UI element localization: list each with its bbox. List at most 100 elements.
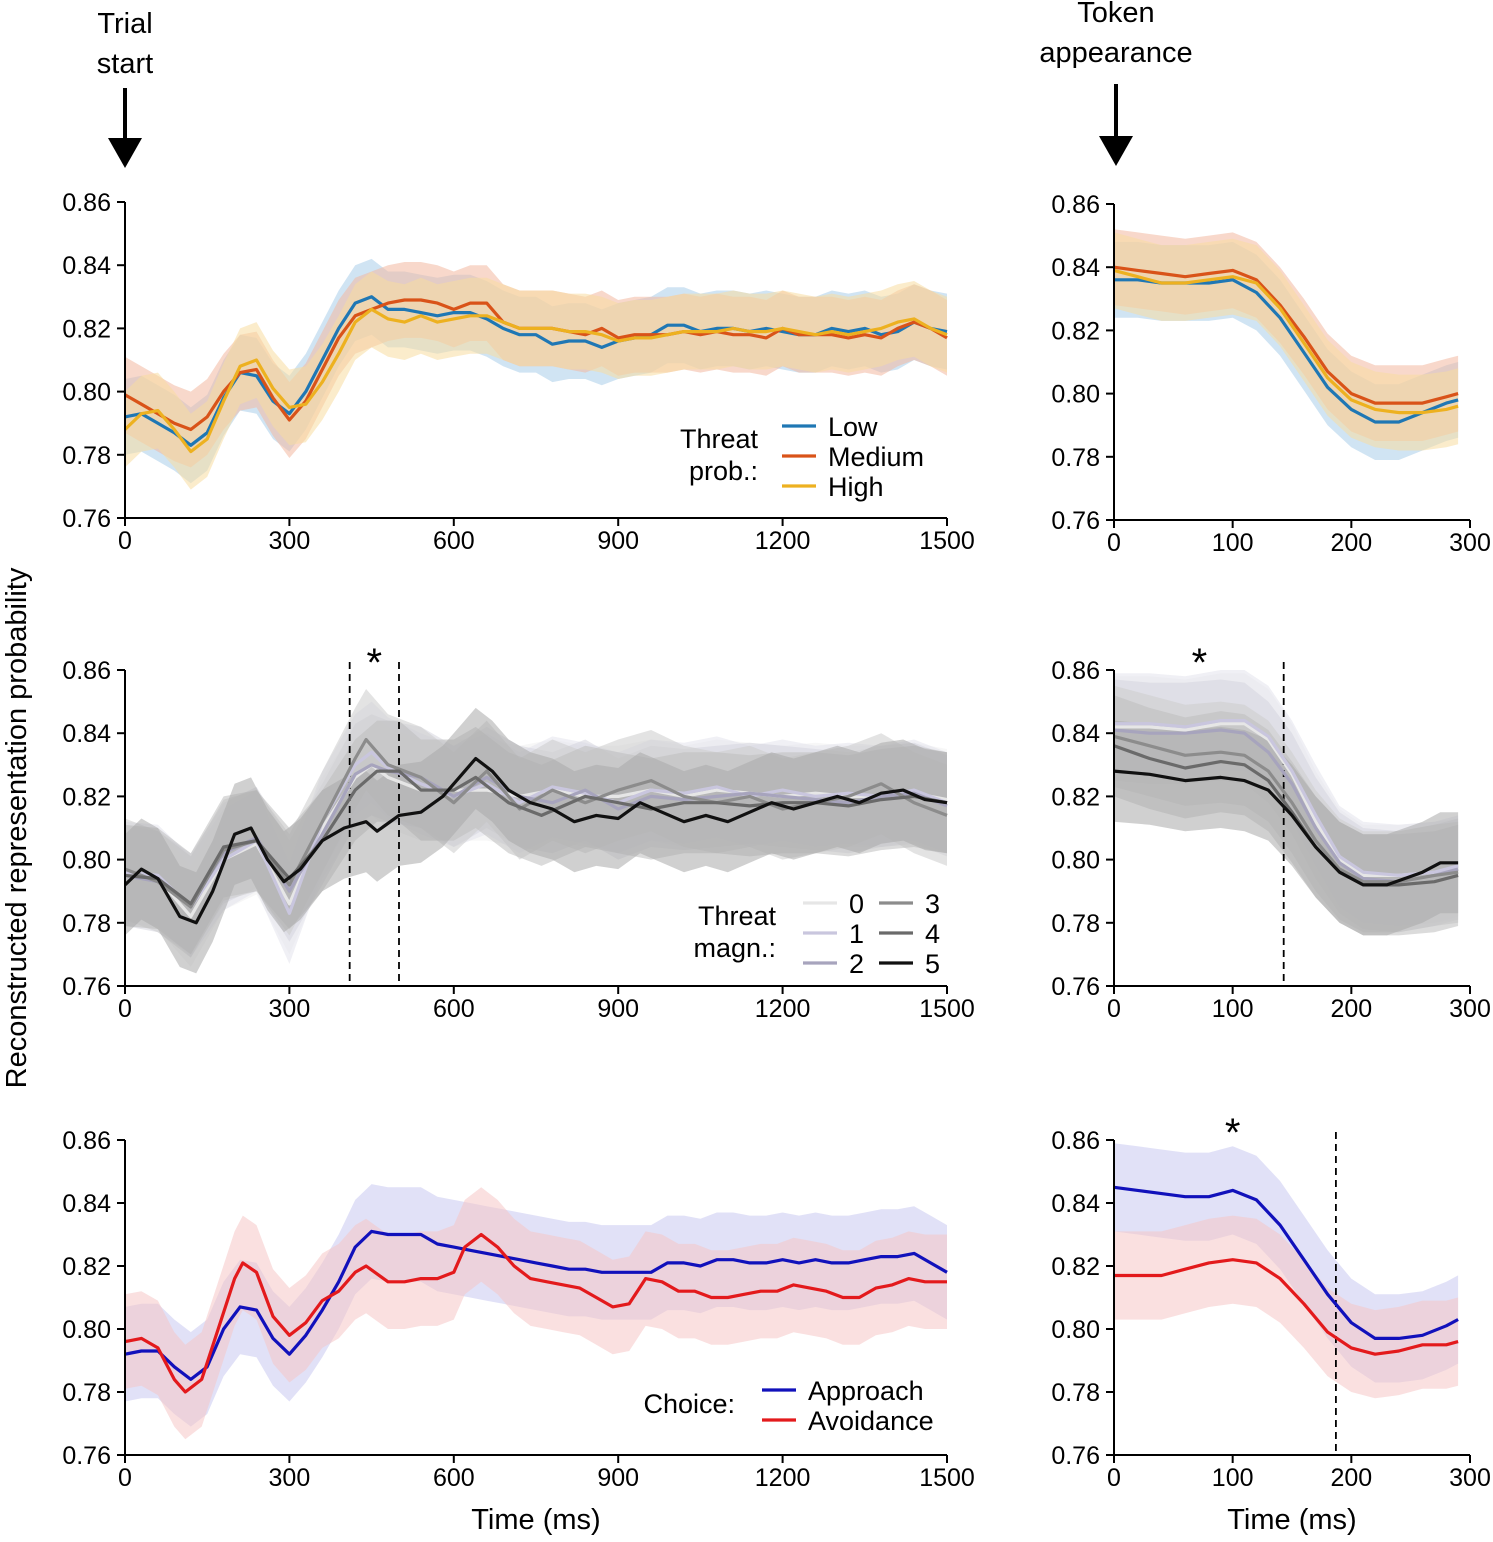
y-tick-label: 0.76 [1051,507,1100,535]
y-tick-label: 0.80 [1051,1316,1100,1344]
y-tick-label: 0.76 [62,505,111,533]
trial-start-annotation: Trial start [97,8,153,168]
x-tick-label: 1500 [919,995,975,1023]
x-tick-label: 0 [118,527,132,555]
x-tick-label: 900 [597,995,639,1023]
trial-start-label-line2: start [97,48,153,80]
y-tick-label: 0.80 [62,1316,111,1344]
legend-title: Choice: [643,1389,735,1419]
y-tick-label: 0.82 [62,1253,111,1281]
y-tick-label: 0.80 [1051,381,1100,409]
y-tick-label: 0.82 [1051,783,1100,811]
panel-choice-trial: 0.76 0.78 0.80 0.82 0.84 0.86 0 300 600 900 1200 15… [62,1127,974,1536]
y-tick-label: 0.80 [1051,847,1100,875]
x-tick-label: 1500 [919,527,975,555]
ci-band-avoidance [1114,1215,1459,1399]
x-tick-label: 0 [1107,529,1121,557]
legend-label-approach: Approach [808,1376,924,1406]
y-tick-label: 0.78 [1051,910,1100,938]
x-axis-label: Time (ms) [1227,1504,1356,1536]
ci-band-high [125,271,947,490]
series-line-approach [1113,1185,1459,1340]
series-line-high [123,307,948,454]
panel-threat-prob-trial: 0.76 0.78 0.80 0.82 0.84 0.86 0 300 600 900 1200 15… [62,189,974,555]
legend-title: magn.: [693,933,776,963]
y-tick-label: 0.76 [1051,1442,1100,1470]
x-tick-label: 1200 [755,995,811,1023]
legend-label-low: Low [828,412,878,442]
y-tick-label: 0.86 [62,189,111,217]
y-tick-label: 0.76 [1051,973,1100,1001]
y-tick-label: 0.86 [62,1127,111,1155]
x-tick-label: 0 [118,1464,132,1492]
y-tick-label: 0.78 [1051,1379,1100,1407]
ci-band-high [1114,232,1459,451]
series-line-medium [1113,265,1459,405]
token-appearance-label-line2: appearance [1039,37,1192,69]
x-tick-label: 200 [1330,1464,1372,1492]
y-tick-label: 0.82 [1051,1253,1100,1281]
x-tick-label: 200 [1330,995,1372,1023]
legend-label-5: 5 [925,949,940,979]
trial-start-label-line1: Trial [97,8,152,40]
token-appearance-annotation: Token appearance [1039,0,1193,166]
series-line-approach [124,1229,948,1381]
y-tick-label: 0.86 [62,657,111,685]
y-tick-label: 0.82 [62,783,111,811]
y-tick-label: 0.84 [1051,254,1100,282]
y-tick-label: 0.78 [62,442,111,470]
series-line-high [1113,268,1459,415]
x-tick-label: 600 [433,995,475,1023]
y-tick-label: 0.84 [62,1190,111,1218]
y-tick-label: 0.78 [62,910,111,938]
x-tick-label: 600 [433,527,475,555]
x-tick-label: 300 [1449,995,1491,1023]
x-tick-label: 100 [1212,1464,1254,1492]
legend-label-0: 0 [849,889,864,919]
y-tick-label: 0.78 [1051,444,1100,472]
x-tick-label: 300 [1449,1464,1491,1492]
legend-label-4: 4 [925,919,940,949]
x-tick-label: 300 [269,995,311,1023]
y-tick-label: 0.82 [62,315,111,343]
x-tick-label: 0 [1107,995,1121,1023]
y-tick-label: 0.78 [62,1379,111,1407]
x-tick-label: 1200 [755,527,811,555]
x-tick-label: 0 [118,995,132,1023]
y-tick-label: 0.86 [1051,657,1100,685]
ci-band-avoidance [125,1187,947,1440]
legend-title: prob.: [689,456,758,486]
series-line-4 [124,769,948,906]
x-tick-label: 1200 [755,1464,811,1492]
y-tick-label: 0.84 [62,252,111,280]
significance-star: * [367,641,383,685]
y-tick-label: 0.84 [62,720,111,748]
x-tick-label: 100 [1212,529,1254,557]
ci-band-5 [125,707,947,974]
y-tick-label: 0.80 [62,847,111,875]
x-tick-label: 600 [433,1464,475,1492]
significance-star: * [1192,641,1208,685]
x-tick-label: 300 [269,1464,311,1492]
x-axis-label: Time (ms) [471,1504,600,1536]
token-appearance-arrowhead-icon [1099,136,1133,166]
legend-label-2: 2 [849,949,864,979]
y-tick-label: 0.84 [1051,720,1100,748]
series-line-avoidance [1114,1258,1459,1356]
x-tick-label: 300 [269,527,311,555]
legend-label-3: 3 [925,889,940,919]
series-line-1 [124,750,948,915]
legend-label-avoidance: Avoidance [808,1406,934,1436]
series-line-5 [123,756,948,925]
significance-star: * [1225,1111,1241,1155]
y-tick-label: 0.80 [62,379,111,407]
series-line-1 [1114,719,1459,877]
panel-choice-token: 0.76 0.78 0.80 0.82 0.84 0.86 0 100 200 300 Time (… [1051,1111,1491,1536]
panel-threat-prob-token: 0.76 0.78 0.80 0.82 0.84 0.86 0 100 200 300 [1051,191,1491,557]
legend-label-1: 1 [849,919,864,949]
y-tick-label: 0.82 [1051,317,1100,345]
y-tick-label: 0.84 [1051,1190,1100,1218]
